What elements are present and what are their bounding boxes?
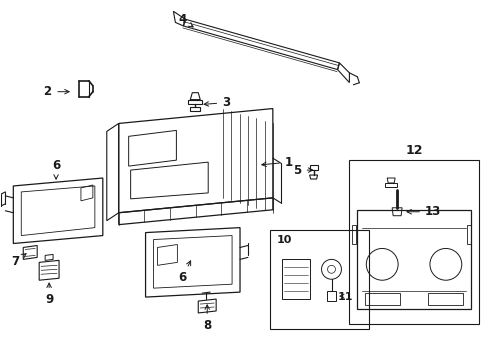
Text: 1: 1	[261, 156, 292, 168]
Text: 10: 10	[277, 234, 292, 244]
Bar	[269, 230, 368, 329]
Bar	[349, 160, 478, 324]
Bar	[365, 293, 399, 305]
Text: 11: 11	[337, 292, 352, 302]
Text: 12: 12	[405, 144, 422, 157]
Text: 9: 9	[45, 283, 53, 306]
Text: 13: 13	[406, 205, 440, 218]
Text: 8: 8	[203, 305, 211, 332]
Text: 3: 3	[203, 96, 230, 109]
Text: 6: 6	[52, 159, 60, 179]
Text: 5: 5	[293, 163, 312, 176]
Text: 4: 4	[178, 13, 193, 27]
Text: 6: 6	[178, 261, 190, 284]
Bar	[427, 293, 462, 305]
Text: 2: 2	[43, 85, 51, 98]
Text: 7: 7	[11, 254, 26, 268]
